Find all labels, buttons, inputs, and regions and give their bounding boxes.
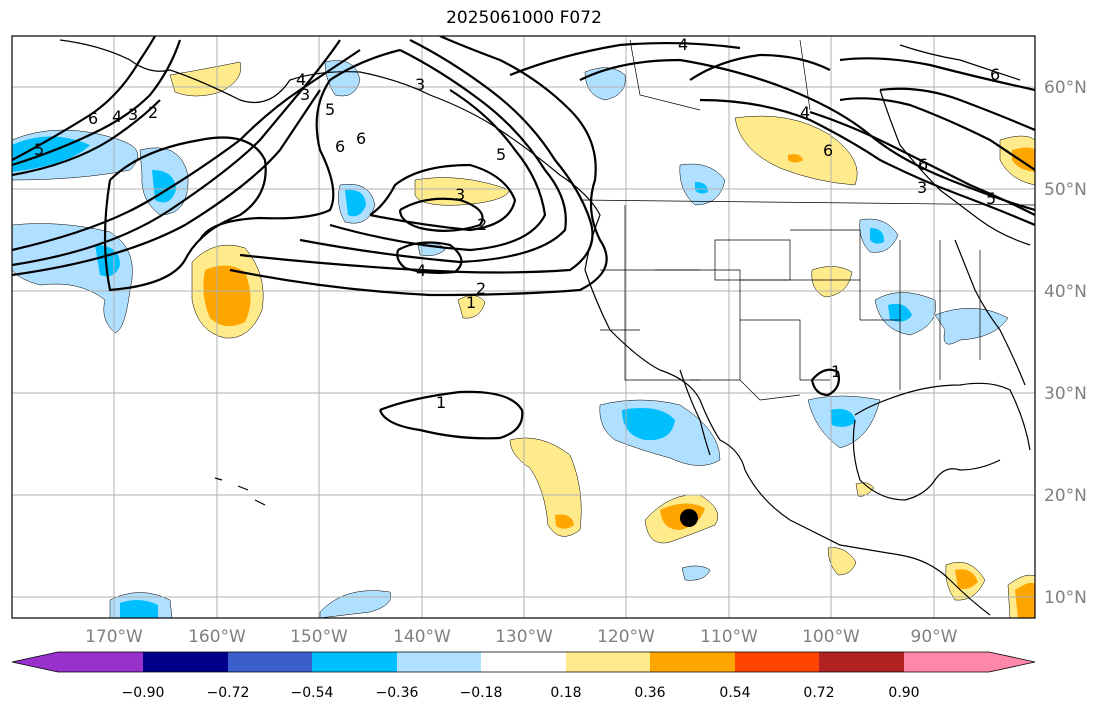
colorbar-segment	[819, 652, 904, 672]
contour-label: 3	[415, 75, 425, 94]
colorbar-tick-label: −0.36	[376, 685, 419, 701]
positive-anomaly-region	[509, 437, 582, 537]
colorbar-segment	[481, 652, 566, 672]
contour-label: 1	[466, 293, 476, 312]
contour-label: 5	[496, 145, 506, 164]
colorbar-outline	[11, 651, 1036, 673]
colorbar-segment	[58, 652, 143, 672]
map-title: 2025061000 F072	[446, 8, 602, 28]
negative-anomaly-region	[695, 182, 708, 194]
negative-anomaly-region	[934, 307, 1009, 345]
lon-label: 150°W	[290, 627, 348, 647]
contour-label: 4	[800, 103, 810, 122]
contour-label: 5	[325, 100, 335, 119]
lon-label: 140°W	[393, 627, 451, 647]
colorbar-tick-label: −0.72	[207, 685, 250, 701]
colorbar-extend-min	[12, 652, 58, 672]
colorbar-tick-label: −0.18	[460, 685, 503, 701]
contour-label: 3	[300, 85, 310, 104]
colorbar-segment	[312, 652, 397, 672]
colorbar-tick-labels: −0.90 −0.72 −0.54 −0.36 −0.18 0.18 0.36 …	[122, 685, 920, 701]
contour-label: 6	[990, 65, 1000, 84]
colorbar-segment	[735, 652, 819, 672]
gridlines	[12, 36, 1035, 618]
lat-label: 10°N	[1044, 588, 1087, 608]
colorbar-segment	[397, 652, 481, 672]
negative-anomaly-region	[830, 408, 856, 427]
contour-label: 1	[831, 362, 841, 381]
positive-anomaly-region	[811, 266, 853, 298]
coastlines	[59, 39, 1031, 616]
colorbar-tick-label: −0.54	[291, 685, 334, 701]
contour-label: 3	[455, 185, 465, 204]
positive-anomaly-region	[1015, 582, 1035, 618]
contour-label: 3	[917, 178, 927, 197]
contour-label: 4	[112, 107, 122, 126]
contour-label: 6	[356, 129, 366, 148]
lat-label: 20°N	[1044, 486, 1087, 506]
colorbar-tick-label: 0.36	[634, 685, 665, 701]
contour-label: 3	[128, 105, 138, 124]
colorbar	[11, 651, 1036, 673]
map-frame	[11, 35, 1036, 619]
contour-lines	[12, 36, 1035, 440]
negative-anomaly-region	[345, 189, 366, 217]
lat-label: 40°N	[1044, 282, 1087, 302]
contour-label: 2	[148, 103, 158, 122]
lon-label: 100°W	[802, 627, 860, 647]
map-plot: 4 6 5 6 4 3 2 6 5 3 6 4 3 2 4 2 1 1 1 6 …	[12, 35, 1035, 618]
contour-label: 5	[34, 140, 44, 159]
contour-label: 2	[476, 279, 486, 298]
contour-label: 4	[678, 35, 688, 54]
negative-anomaly-region	[681, 565, 711, 581]
latitude-labels: 60°N 50°N 40°N 30°N 20°N 10°N	[1044, 78, 1087, 608]
positive-anomaly-region	[457, 295, 486, 319]
colorbar-extend-max	[989, 652, 1035, 672]
contour-label: 4	[416, 261, 426, 280]
colorbar-tick-label: −0.90	[122, 685, 165, 701]
colorbar-tick-label: 0.72	[803, 685, 834, 701]
contour-label: 5	[986, 189, 996, 208]
colorbar-segment	[904, 652, 989, 672]
positive-anomaly-region	[203, 265, 251, 327]
lat-label: 50°N	[1044, 180, 1087, 200]
colorbar-segment	[650, 652, 735, 672]
colorbar-segment	[566, 652, 650, 672]
colorbar-tick-label: 0.54	[719, 685, 750, 701]
positive-anomaly-region	[734, 115, 858, 186]
lon-label: 110°W	[700, 627, 758, 647]
lat-label: 30°N	[1044, 384, 1087, 404]
negative-anomaly-region	[584, 67, 626, 101]
lat-label: 60°N	[1044, 78, 1087, 98]
contour-label: 6	[823, 141, 833, 160]
positive-anomaly-region	[955, 569, 978, 590]
negative-anomaly-region	[870, 228, 885, 244]
contour-label: 4	[296, 70, 306, 89]
lon-label: 130°W	[495, 627, 553, 647]
lon-label: 160°W	[188, 627, 246, 647]
colorbar-segment	[143, 652, 228, 672]
contour-label: 2	[477, 215, 487, 234]
contour-label: 6	[335, 137, 345, 156]
storm-center-dot	[680, 509, 698, 527]
contour-label: 1	[436, 393, 446, 412]
colorbar-tick-label: 0.18	[550, 685, 581, 701]
negative-anomaly-region	[12, 136, 90, 172]
lon-label: 90°W	[911, 627, 958, 647]
colorbar-tick-label: 0.90	[888, 685, 919, 701]
positive-anomaly-region	[555, 514, 574, 529]
contour-label: 6	[918, 155, 928, 174]
lon-label: 170°W	[85, 627, 143, 647]
lon-label: 120°W	[597, 627, 655, 647]
longitude-labels: 170°W 160°W 150°W 140°W 130°W 120°W 110°…	[85, 627, 958, 647]
contour-labels: 4 6 5 6 4 3 2 6 5 3 6 4 3 2 4 2 1 1 1 6 …	[34, 35, 1000, 412]
political-borders	[579, 39, 1035, 401]
negative-anomaly-region	[622, 407, 675, 441]
positive-anomaly-region	[788, 154, 803, 163]
contour-label: 6	[88, 109, 98, 128]
colorbar-segment	[228, 652, 312, 672]
negative-anomaly-region	[120, 599, 158, 618]
